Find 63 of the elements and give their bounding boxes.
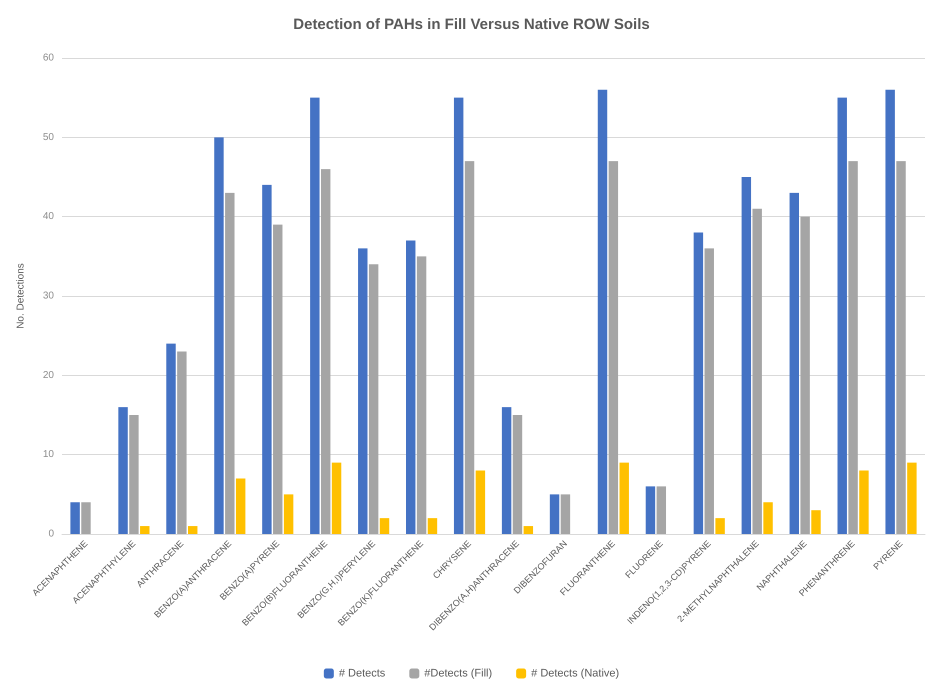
bar (800, 216, 810, 534)
bar (656, 486, 666, 534)
bar (715, 518, 725, 534)
bar (859, 470, 869, 534)
y-tick-label: 40 (42, 211, 54, 222)
bar (512, 415, 522, 534)
bar (81, 502, 91, 534)
bar (598, 90, 608, 534)
y-axis-title: No. Detections (16, 263, 26, 329)
y-tick-label: 10 (42, 449, 54, 460)
bar (416, 256, 426, 534)
bar (188, 526, 198, 534)
legend-label: #Detects (Fill) (424, 668, 492, 680)
bar (763, 502, 773, 534)
legend-label: # Detects (338, 668, 386, 680)
bar (742, 177, 752, 534)
bar (694, 232, 704, 534)
bar (811, 510, 821, 534)
bar (70, 502, 80, 534)
bar (332, 462, 342, 534)
bar (646, 486, 656, 534)
bar (310, 98, 320, 534)
bar (368, 264, 378, 534)
legend-label: # Detects (Native) (531, 668, 620, 680)
bar (560, 494, 570, 534)
bar (752, 208, 762, 534)
bar (320, 169, 330, 534)
bar (790, 192, 799, 534)
y-tick-label: 60 (42, 52, 54, 64)
y-tick-label: 30 (42, 290, 54, 302)
bar (907, 462, 917, 534)
bar (118, 407, 128, 534)
bar (177, 352, 187, 534)
bar (838, 98, 847, 534)
bar (502, 407, 512, 534)
y-tick-label: 20 (42, 370, 54, 381)
bar (225, 192, 235, 534)
bar (262, 184, 272, 534)
bar (608, 161, 618, 534)
bar (129, 415, 139, 534)
bar (358, 248, 368, 534)
bar (380, 518, 390, 534)
bar (284, 494, 294, 534)
y-tick-label: 0 (48, 528, 54, 540)
bar (550, 494, 560, 534)
bar (406, 240, 416, 534)
bar (214, 137, 224, 534)
bar (704, 248, 714, 534)
chart-title: Detection of PAHs in Fill Versus Native ROW Soils (293, 16, 650, 33)
y-tick-label: 50 (42, 132, 54, 143)
bar (428, 518, 438, 534)
bar (476, 470, 486, 534)
bar (273, 224, 282, 534)
bar (140, 526, 150, 534)
bar (885, 90, 895, 534)
bar (454, 98, 464, 534)
bar (896, 161, 906, 534)
bar (848, 161, 858, 534)
bar (236, 478, 246, 534)
bar (464, 161, 474, 534)
bar (166, 344, 176, 534)
bar (620, 462, 629, 534)
bar (524, 526, 534, 534)
